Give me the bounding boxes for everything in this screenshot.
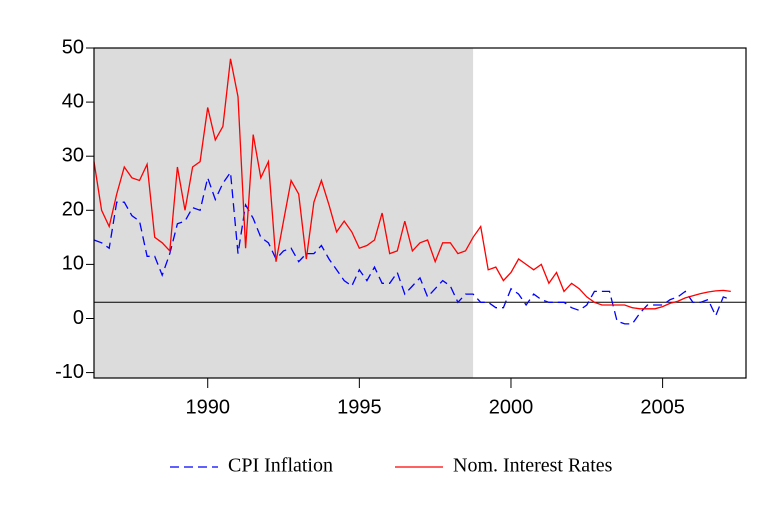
legend-label: Nom. Interest Rates: [453, 455, 613, 477]
x-tick-label: 2000: [489, 396, 534, 418]
y-tick-label: 40: [62, 90, 84, 112]
series-line: [93, 58, 731, 310]
y-tick-label: 30: [62, 144, 84, 166]
x-tick-label: 1990: [185, 396, 230, 418]
y-tick-label: 20: [62, 199, 84, 221]
y-tick-label: 0: [73, 307, 84, 329]
y-tick-label: -10: [55, 361, 84, 383]
x-tick-label: 2005: [640, 396, 685, 418]
x-tick-label: 1995: [337, 396, 382, 418]
series-line: [93, 170, 732, 325]
plot-frame: [93, 47, 747, 379]
legend-label: CPI Inflation: [228, 455, 333, 477]
y-tick-label: 10: [62, 253, 84, 275]
shaded-region: [94, 48, 474, 378]
y-tick-label: 50: [62, 36, 84, 58]
